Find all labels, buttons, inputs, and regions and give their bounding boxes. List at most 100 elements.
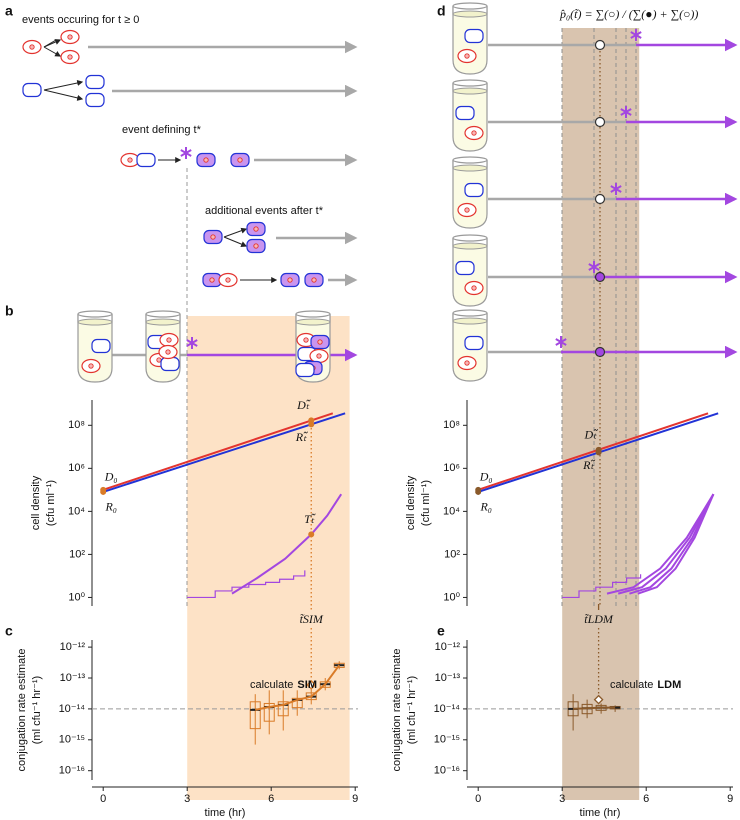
plasmid — [253, 226, 259, 232]
y-axis-label: cell density — [30, 475, 42, 530]
plasmid — [210, 234, 216, 240]
recipient-cell — [85, 74, 105, 90]
plasmid — [317, 339, 323, 345]
t-tilde-label: t̃LDM — [584, 612, 614, 626]
annotation-label: D₀ — [104, 470, 118, 484]
plasmid — [237, 157, 243, 163]
x-tick-label: 3 — [184, 793, 190, 805]
plasmid — [88, 363, 94, 369]
y-tick-label: 10⁻¹⁴ — [434, 703, 461, 715]
series-line — [637, 493, 715, 595]
annotation-text: calculate — [250, 679, 293, 691]
y-tick-label: 10⁴ — [68, 505, 85, 517]
annotation-label: Dₜ̃ — [296, 398, 311, 412]
y-tick-label: 10⁻¹⁴ — [59, 703, 86, 715]
liquid-surface — [452, 10, 488, 18]
recipient-cell — [295, 362, 315, 378]
annotation-point — [595, 449, 602, 456]
plasmid — [316, 353, 322, 359]
panel-label: e — [437, 623, 445, 639]
series-line — [231, 493, 343, 595]
method-label: SIM — [297, 679, 317, 691]
series-line — [606, 493, 715, 595]
x-tick-label: 9 — [352, 793, 358, 805]
plasmid — [29, 44, 35, 50]
y-axis-label: cell density — [405, 475, 417, 530]
series-line — [617, 493, 715, 595]
liquid-surface — [452, 317, 488, 325]
step-line — [187, 570, 306, 599]
liquid-surface — [452, 164, 488, 172]
liquid-surface — [295, 318, 331, 326]
method-label: LDM — [657, 679, 681, 691]
filled-circle — [594, 346, 606, 358]
y-axis-label: conjugation rate estimate — [391, 649, 403, 772]
liquid-surface — [145, 318, 181, 326]
y-tick-label: 10⁸ — [443, 419, 460, 431]
panel-label: b — [5, 303, 14, 319]
recipient-cell — [464, 335, 484, 351]
x-tick-label: 6 — [643, 793, 649, 805]
plasmid — [253, 243, 259, 249]
plasmid — [311, 277, 317, 283]
panel-label: a — [5, 3, 13, 19]
y-tick-label: 10⁻¹² — [60, 641, 86, 653]
median-line — [255, 664, 341, 711]
plasmid — [464, 360, 470, 366]
recipient-cell — [464, 28, 484, 44]
diagram-text: additional events after t* — [205, 205, 324, 217]
plasmid — [471, 130, 477, 136]
annotation-point — [308, 421, 315, 428]
liquid-surface — [452, 87, 488, 95]
connector — [43, 39, 62, 48]
diagram-text: event defining t* — [122, 124, 202, 136]
median-line — [573, 706, 616, 710]
y-tick-label: 10⁻¹⁵ — [434, 734, 460, 746]
shaded-region — [187, 316, 350, 800]
recipient-cell — [455, 105, 475, 121]
plasmid — [203, 157, 209, 163]
y-tick-label: 10⁻¹³ — [60, 672, 86, 684]
tube-rim — [452, 309, 488, 317]
annotation-label: Dₜ̃ — [583, 428, 598, 442]
plasmid — [166, 337, 172, 343]
plasmid — [471, 285, 477, 291]
y-tick-label: 10⁶ — [68, 462, 85, 474]
box — [263, 702, 275, 722]
diagram-text: events occuring for t ≥ 0 — [22, 14, 139, 26]
connector — [43, 89, 84, 101]
recipient-cell — [136, 152, 156, 168]
step-line — [562, 574, 642, 599]
recipient-cell — [464, 182, 484, 198]
open-circle — [594, 116, 606, 128]
plasmid — [303, 337, 309, 343]
annotation-label: R₀ — [104, 500, 117, 514]
annotation-label: Tₜ̃ — [304, 512, 316, 526]
box — [277, 701, 289, 717]
y-tick-label: 10⁻¹⁶ — [434, 765, 460, 777]
plasmid — [464, 53, 470, 59]
recipient-cell — [22, 82, 42, 98]
annotation-label: D₀ — [479, 470, 493, 484]
recipient-cell — [85, 92, 105, 108]
series-line — [477, 412, 709, 491]
recipient-cell — [160, 356, 180, 372]
tube-rim — [145, 310, 181, 318]
annotation-point — [308, 531, 315, 538]
x-axis-label: time (hr) — [205, 807, 246, 819]
plasmid — [127, 157, 133, 163]
annotation-label: Rₜ̃ — [295, 430, 309, 444]
box — [249, 701, 261, 730]
filled-circle — [594, 271, 606, 283]
y-tick-label: 10² — [444, 548, 460, 560]
connector — [180, 149, 192, 157]
series-line — [102, 412, 334, 491]
recipient-cell — [455, 260, 475, 276]
open-circle — [594, 193, 606, 205]
y-axis-label: conjugation rate estimate — [16, 649, 28, 772]
y-tick-label: 10² — [69, 548, 85, 560]
x-tick-label: 9 — [727, 793, 733, 805]
connector — [223, 227, 248, 238]
panel-label: c — [5, 623, 13, 639]
